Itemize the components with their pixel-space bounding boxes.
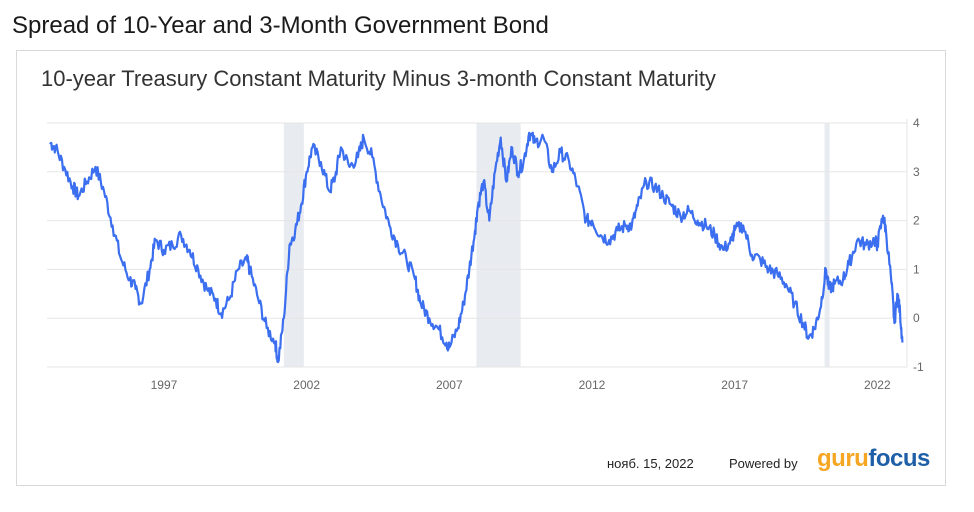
x-tick-label-1: 2002 bbox=[293, 378, 320, 392]
x-tick-label-2: 2007 bbox=[436, 378, 463, 392]
chart-title: 10-year Treasury Constant Maturity Minus… bbox=[41, 66, 716, 91]
y-tick-label-3: 2 bbox=[913, 214, 920, 228]
x-tick-label-4: 2017 bbox=[721, 378, 748, 392]
series-lines bbox=[49, 131, 904, 364]
logo-focus-text: focus bbox=[868, 445, 930, 472]
recession-band-0 bbox=[283, 123, 304, 367]
y-tick-label-4: 3 bbox=[913, 165, 920, 179]
chart-plot: 1997 2002 2007 2012 2017 2022 -1 0 1 2 3 4 bbox=[47, 116, 924, 392]
y-tick-label-5: 4 bbox=[913, 116, 920, 130]
page-title: Spread of 10-Year and 3-Month Government… bbox=[12, 12, 549, 39]
x-tick-label-5: 2022 bbox=[864, 378, 891, 392]
logo-guru-text: guru bbox=[817, 445, 869, 472]
gridlines bbox=[47, 119, 908, 368]
x-tick-label-3: 2012 bbox=[579, 378, 606, 392]
y-axis-ticks: -1 0 1 2 3 4 bbox=[913, 116, 924, 374]
chart-card: 10-year Treasury Constant Maturity Minus… bbox=[16, 50, 946, 486]
chart-date: нояб. 15, 2022 bbox=[607, 456, 694, 471]
recession-bands bbox=[283, 123, 830, 367]
y-tick-label-2: 1 bbox=[913, 262, 920, 276]
series-line-0 bbox=[49, 131, 904, 364]
gurufocus-logo[interactable]: gurufocus bbox=[817, 445, 930, 473]
y-tick-label-1: 0 bbox=[913, 311, 920, 325]
recession-band-2 bbox=[824, 123, 830, 367]
powered-by-label: Powered by bbox=[729, 456, 798, 471]
x-axis-ticks: 1997 2002 2007 2012 2017 2022 bbox=[151, 378, 891, 392]
x-tick-label-0: 1997 bbox=[151, 378, 178, 392]
y-tick-label-0: -1 bbox=[913, 360, 924, 374]
